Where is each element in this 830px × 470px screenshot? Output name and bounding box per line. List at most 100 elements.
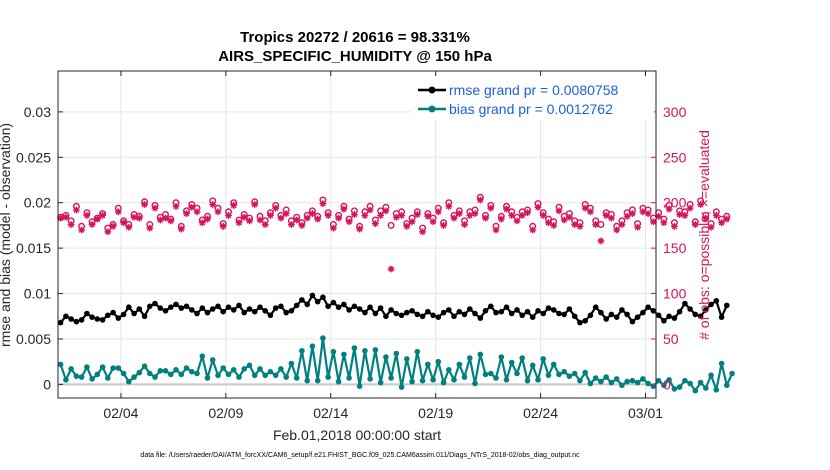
series-bias-point [692,387,699,394]
series-bias-point [430,377,436,383]
legend: rmse grand pr = 0.0080758 bias grand pr … [412,76,654,120]
series-bias-point [729,370,735,377]
series-bias-point [194,370,200,377]
series-bias-point [362,348,368,354]
series-bias-point [236,374,242,380]
series-evaluated-point [492,226,500,234]
series-bias-point [99,364,106,370]
series-bias-point [131,374,137,380]
legend-box [412,76,654,120]
series-rmse-point [477,315,484,321]
series-bias-point [293,375,300,381]
series-rmse-point [582,318,588,324]
series-bias-point [682,377,688,384]
series-rmse-point [173,301,179,308]
series-rmse-point [147,303,153,310]
chart-title-line2: AIRS_SPECIFIC_HUMIDITY @ 150 hPa [218,48,492,65]
y-axis-right-label: # of obs: o=possible; ×=evaluated [696,130,712,340]
series-evaluated-point [246,217,253,225]
series-rmse-point [141,313,148,320]
series-evaluated-point [288,221,295,228]
series-bias-point [278,366,284,372]
series-bias-point [540,356,546,362]
series-evaluated-point [529,226,537,234]
series-rmse-point [194,310,200,317]
series-evaluated-point [419,228,426,236]
series-evaluated-point [350,211,358,218]
series-evaluated-point [434,208,442,216]
series-rmse-point [68,316,74,322]
series-evaluated-point [267,212,274,219]
y-right-tick-label: 300 [663,104,687,120]
series-evaluated-point [141,201,148,208]
series-evaluated-point [518,212,526,219]
series-rmse-point [309,292,316,299]
series-evaluated-point [156,216,164,224]
y-right-tick-label: 100 [663,286,687,302]
series-rmse-point [335,304,342,311]
series-evaluated-point [125,223,133,231]
series-rmse-point [446,307,452,313]
x-tick-label: 03/01 [628,405,663,421]
series-evaluated-point [172,202,180,210]
series-bias-point [488,370,494,377]
series-evaluated-point [303,214,311,222]
series-rmse-point [267,312,274,319]
series-evaluated-point [230,202,238,209]
series-rmse-point [566,306,573,312]
series-evaluated-point [686,204,694,212]
series-evaluated-point [319,200,327,208]
series-evaluated-point [261,221,269,228]
series-evaluated-point [466,212,474,219]
series-bias-point [608,379,615,386]
series-bias-point [84,364,90,370]
series-rmse-point [671,315,678,321]
series-evaluated-point [198,219,206,227]
series-evaluated-point [670,222,678,230]
series-bias-point [676,384,683,390]
series-evaluated-point [691,221,699,228]
series-bias-point [477,351,484,358]
series-rmse-point [377,305,384,311]
series-bias-point [703,385,709,391]
series-rmse-point [204,309,211,316]
series-bias-point [162,368,169,374]
series-evaluated-point [240,213,248,221]
series-bias-point [115,365,122,371]
y-right-tick-label: 50 [663,331,679,347]
series-rmse-point [697,313,704,320]
series-bias-point [152,374,158,380]
series-rmse-point [278,303,284,310]
series-evaluated-point [177,225,185,233]
series-evaluated-point [298,222,306,229]
series-bias-point [414,348,421,355]
series-evaluated-point [450,214,458,222]
y-left-tick-label: 0.02 [24,195,51,211]
series-bias-point [713,387,720,393]
series-rmse-point [262,308,269,314]
series-bias-point [524,377,531,384]
series-rmse-point [393,310,400,317]
series-evaluated-point [219,222,227,230]
series-bias-point [251,372,258,379]
series-evaluated-point [214,208,222,216]
series-rmse-point [241,309,247,316]
series-evaluated-point [67,221,75,228]
series-bias-point [451,377,457,383]
series-evaluated-point [597,237,605,245]
series-rmse-point [84,310,90,317]
series-evaluated-point [681,212,689,219]
series-rmse-point [456,308,463,315]
series-evaluated-point [503,205,510,213]
series-evaluated-point [62,213,70,221]
x-axis-ticks: 02/04 02/09 02/14 02/19 02/24 03/01 [103,71,663,421]
series-bias-point [687,380,693,387]
series-bias-point [215,372,221,379]
series-rmse-point [540,310,546,317]
series-evaluated-point [135,214,143,222]
series-bias-point [561,368,567,375]
series-bias-point [262,372,269,379]
series-rmse-point [425,308,431,315]
series-rmse-point [404,309,410,316]
